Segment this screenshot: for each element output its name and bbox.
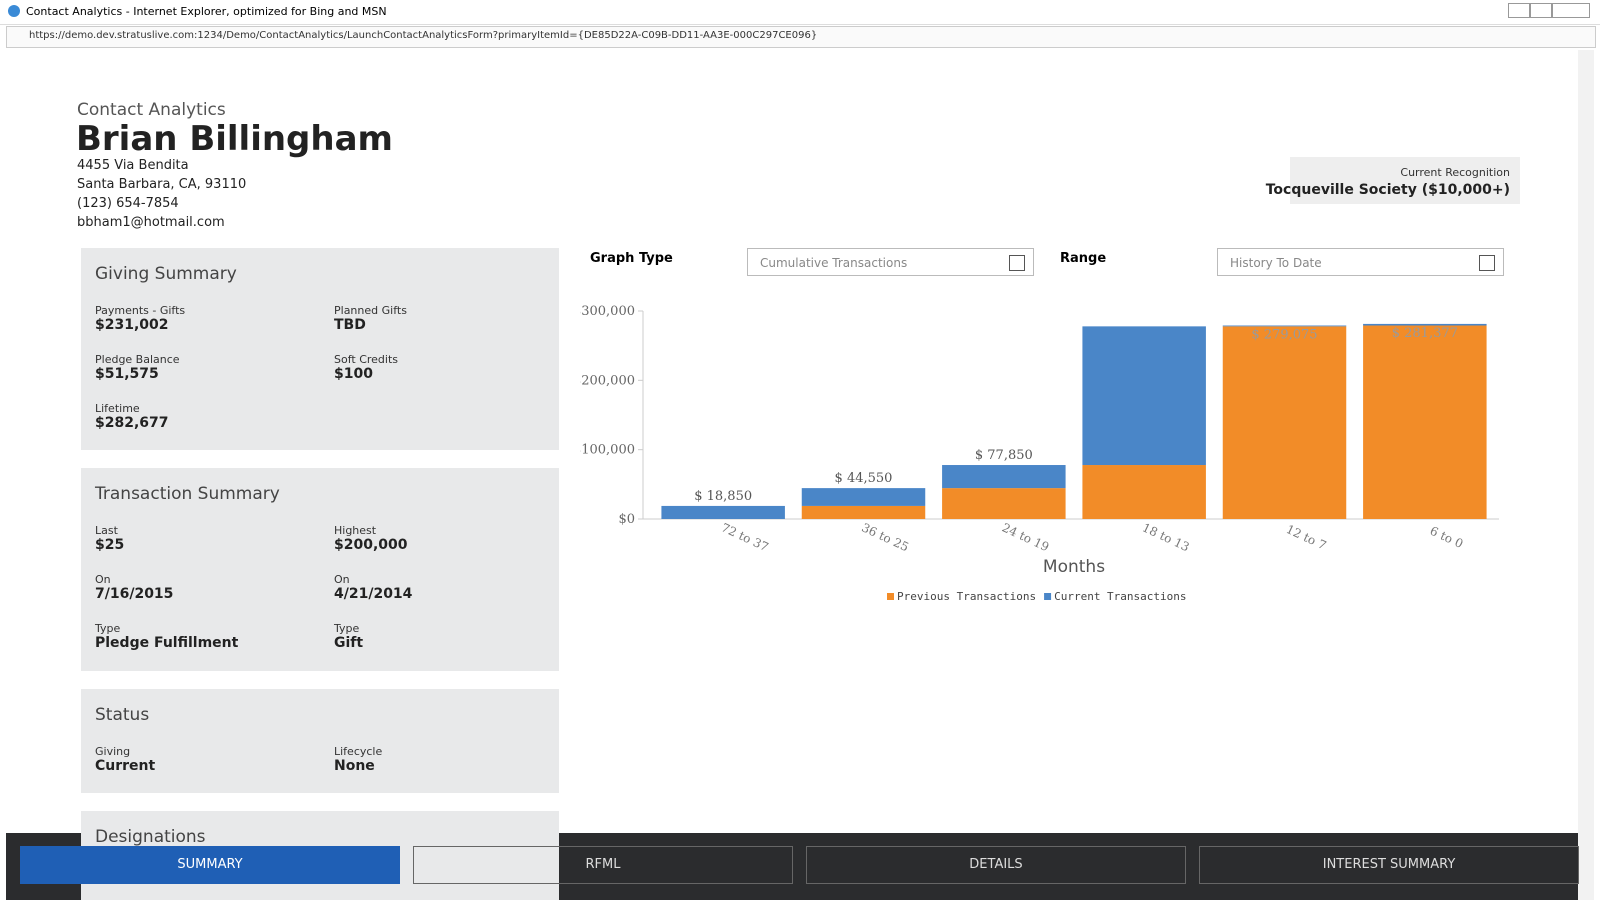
bar-segment: [942, 465, 1066, 489]
x-axis-title: Months: [1043, 557, 1105, 577]
total-label: $ 281,377: [1392, 326, 1458, 341]
field-label: Giving: [95, 745, 131, 758]
graph-type-dropdown[interactable]: Cumulative Transactions: [747, 248, 1034, 276]
field-label: Type: [95, 622, 121, 635]
bar-segment: [1363, 325, 1487, 519]
nav-tab[interactable]: INTEREST SUMMARY: [1199, 846, 1579, 884]
field-label: Lifetime: [95, 402, 140, 415]
field-value: 4/21/2014: [334, 586, 413, 602]
legend-swatch: [887, 593, 894, 600]
scrollbar[interactable]: [1578, 50, 1594, 900]
field-value: Pledge Fulfillment: [95, 635, 239, 651]
field-label: On: [334, 573, 350, 586]
bar-segment: [1082, 326, 1206, 466]
recognition-box: Current Recognition Tocqueville Society …: [1266, 157, 1520, 204]
field-label: Last: [95, 524, 118, 537]
field-value: $51,575: [95, 366, 159, 382]
field-label: Soft Credits: [334, 353, 399, 366]
field-label: Planned Gifts: [334, 304, 407, 317]
x-tick-label: 24 to 19: [1000, 520, 1051, 554]
bar-segment: [1363, 323, 1487, 326]
recognition-label: Current Recognition: [1400, 166, 1510, 179]
graph-type-label: Graph Type: [590, 251, 673, 266]
dropdown-value: Cumulative Transactions: [760, 256, 908, 270]
field-value: $25: [95, 537, 125, 553]
bar-segment: [661, 505, 785, 519]
window-controls[interactable]: [1508, 3, 1590, 18]
panel-title: Giving Summary: [95, 264, 237, 284]
bar-segment: [942, 488, 1066, 519]
range-dropdown[interactable]: History To Date: [1217, 248, 1504, 276]
recognition-value: Tocqueville Society ($10,000+): [1265, 182, 1510, 198]
nav-tab[interactable]: RFML: [413, 846, 793, 884]
page-subtitle: Contact Analytics: [77, 100, 226, 120]
x-tick-label: 12 to 7: [1284, 522, 1329, 553]
panel-title: Transaction Summary: [95, 484, 280, 504]
x-tick-label: 18 to 13: [1140, 520, 1191, 554]
x-tick-label: 36 to 25: [859, 520, 910, 554]
field-label: Highest: [334, 524, 377, 537]
legend-label: Current Transactions: [1054, 590, 1186, 603]
field-value: Current: [95, 758, 156, 774]
title-bar: Contact Analytics - Internet Explorer, o…: [0, 0, 1600, 25]
x-tick-label: 72 to 37: [719, 520, 770, 554]
contact-detail: 4455 Via Bendita: [77, 158, 189, 173]
field-value: Gift: [334, 635, 364, 651]
legend-label: Previous Transactions: [897, 590, 1036, 603]
bar-segment: [1082, 465, 1206, 519]
chart: $0 $100,000 $200,000 $300,000 $ 18,850 72 to …: [580, 304, 1499, 603]
total-label: $ 18,850: [694, 489, 752, 504]
nav-tab[interactable]: DETAILS: [806, 846, 1186, 884]
field-value: $231,002: [95, 317, 169, 333]
window-title: Contact Analytics - Internet Explorer, o…: [26, 5, 387, 18]
field-label: Type: [334, 622, 360, 635]
field-label: Payments - Gifts: [95, 304, 186, 317]
field-value: 7/16/2015: [95, 586, 174, 602]
legend-swatch: [1044, 593, 1052, 600]
y-tick-label: $100,000: [580, 443, 635, 458]
total-label: $ 77,850: [975, 448, 1033, 463]
y-tick-label: $300,000: [580, 304, 635, 319]
panel-title: Status: [95, 705, 150, 725]
bar-segment: [1222, 325, 1347, 327]
summary-panel: Status Giving Current Lifecycle None: [81, 689, 559, 793]
bar-segment: [801, 505, 926, 519]
range-label: Range: [1060, 251, 1107, 266]
y-tick-label: $0: [618, 512, 635, 527]
summary-panel: Giving Summary Payments - Gifts $231,002 Pl…: [81, 248, 559, 450]
field-value: $100: [334, 366, 373, 382]
field-value: $282,677: [95, 415, 169, 431]
contact-name: Brian Billingham: [76, 119, 393, 159]
ie-icon: [8, 5, 20, 17]
address-bar[interactable]: https://demo.dev.stratuslive.com:1234/De…: [6, 26, 1596, 48]
field-label: Pledge Balance: [95, 353, 180, 366]
field-label: On: [95, 573, 111, 586]
bar-segment: [1222, 326, 1347, 519]
contact-detail: (123) 654-7854: [77, 196, 179, 211]
contact-detail: bbham1@hotmail.com: [77, 215, 225, 230]
field-label: Lifecycle: [334, 745, 383, 758]
url: https://demo.dev.stratuslive.com:1234/De…: [29, 30, 818, 41]
bar-segment: [801, 488, 926, 506]
y-tick-label: $200,000: [580, 373, 635, 388]
dropdown-value: History To Date: [1230, 256, 1322, 270]
field-value: None: [334, 758, 375, 774]
contact-detail: Santa Barbara, CA, 93110: [77, 177, 247, 192]
field-value: $200,000: [334, 537, 408, 553]
field-value: TBD: [334, 317, 366, 333]
x-tick-label: 6 to 0: [1428, 524, 1466, 551]
total-label: $ 44,550: [835, 471, 893, 486]
panel-title: Designations: [95, 827, 206, 847]
total-label: $ 279,075: [1251, 328, 1317, 343]
summary-panel: Transaction Summary Last $25 Highest $200,00…: [81, 468, 559, 671]
nav-tab[interactable]: SUMMARY: [20, 846, 400, 884]
